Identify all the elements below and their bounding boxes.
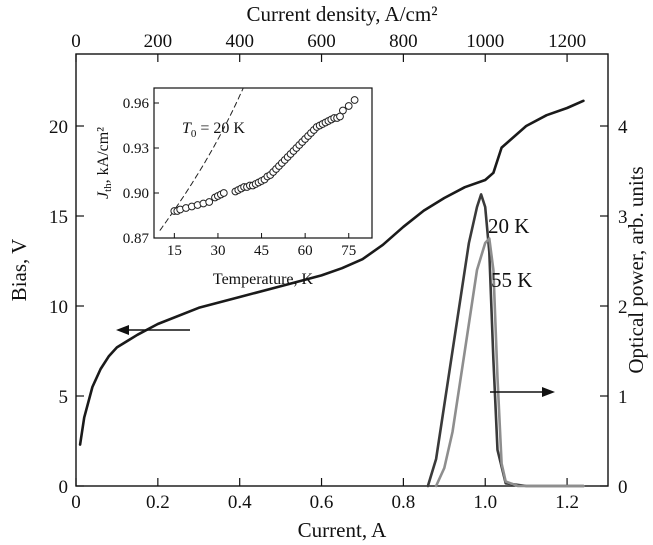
curve-label-20k: 20 K — [488, 214, 529, 238]
inset-x-tick-label: 60 — [298, 243, 313, 259]
inset-y-tick-label: 0.90 — [123, 186, 149, 202]
x2-tick-label: 400 — [225, 31, 254, 52]
curve-label-55k: 55 K — [491, 268, 532, 292]
inset-plot: 15 30 45 60 75 0.87 0.90 0.93 0.96 Temperature, … — [95, 87, 373, 288]
right-arrow — [490, 387, 555, 397]
x-tick-label: 0.4 — [228, 492, 252, 513]
inset-x-tick-label: 30 — [210, 243, 225, 259]
inset-y-title-sub: th — [102, 183, 114, 192]
x2-tick-label: 200 — [144, 31, 173, 52]
inset-frame — [153, 87, 373, 239]
inset-x-title: Temperature, K — [213, 271, 314, 288]
inset-background — [154, 88, 372, 238]
y-tick-label: 5 — [59, 387, 69, 408]
inset-data-point — [339, 106, 347, 115]
inset-y-title-rest: , kA/cm² — [95, 127, 112, 184]
inset-y-title: Jth, kA/cm² — [95, 127, 114, 199]
y-tick-label: 0 — [59, 477, 69, 498]
y2-tick-label: 3 — [618, 207, 628, 228]
x-tick-label: 0.8 — [392, 492, 416, 513]
plot-frame — [75, 53, 609, 487]
left-arrow — [116, 325, 190, 335]
inset-ticks: 15 30 45 60 75 0.87 0.90 0.93 0.96 — [123, 96, 356, 259]
series-line-55-k — [434, 237, 585, 488]
inset-x-tick-label: 45 — [254, 243, 269, 259]
x2-tick-label: 600 — [307, 31, 336, 52]
y2-tick-label: 2 — [618, 297, 628, 318]
x-axis-title: Current, A — [298, 518, 387, 542]
x-tick-label: 0.2 — [146, 492, 170, 513]
x2-tick-label: 1000 — [466, 31, 504, 52]
inset-annotation-main: T — [182, 120, 192, 137]
inset-y-tick-label: 0.93 — [123, 141, 149, 157]
inset-x-tick-label: 75 — [341, 243, 356, 259]
y-tick-label: 15 — [49, 207, 68, 228]
series-layer — [78, 99, 585, 488]
y2-axis-title: Optical power, arb. units — [624, 166, 648, 373]
x-tick-label: 1.2 — [555, 492, 579, 513]
y2-tick-label: 4 — [618, 117, 628, 138]
inset-y-title-main: J — [95, 191, 112, 199]
inset-data-point — [205, 198, 214, 206]
x-tick-label: 0 — [71, 492, 81, 513]
y2-tick-label: 1 — [618, 387, 628, 408]
inset-y-tick-label: 0.87 — [123, 231, 150, 247]
x-tick-label: 1.0 — [473, 492, 497, 513]
inset-annotation-rest: = 20 K — [196, 120, 245, 137]
inset-y-tick-label: 0.96 — [123, 96, 150, 112]
inset-data-point — [350, 96, 359, 104]
inset-series — [159, 88, 359, 231]
y-tick-label: 10 — [49, 297, 68, 318]
series-line-bias — [78, 99, 585, 446]
y-axis-title: Bias, V — [7, 239, 31, 302]
inset-x-tick-label: 15 — [167, 243, 182, 259]
main-plot: 0 0.2 0.4 0.6 0.8 1.0 1.20 200 400 600 800 1000 1200… — [49, 31, 628, 513]
x2-tick-label: 800 — [389, 31, 418, 52]
x2-tick-label: 0 — [71, 31, 81, 52]
x-tick-label: 0.6 — [310, 492, 334, 513]
x2-tick-label: 1200 — [548, 31, 586, 52]
inset-data-point — [344, 102, 353, 110]
y-tick-label: 20 — [49, 117, 68, 138]
inset-annotation-sub: 0 — [191, 128, 197, 140]
x2-axis-title: Current density, A/cm² — [247, 2, 438, 26]
y2-tick-label: 0 — [618, 477, 628, 498]
inset-data-point — [219, 189, 228, 197]
ticks-layer: 0 0.2 0.4 0.6 0.8 1.0 1.20 200 400 600 800 1000 1200… — [49, 31, 628, 513]
inset-annotation: T0 = 20 K — [182, 120, 245, 140]
inset-fit-curve — [159, 88, 244, 231]
